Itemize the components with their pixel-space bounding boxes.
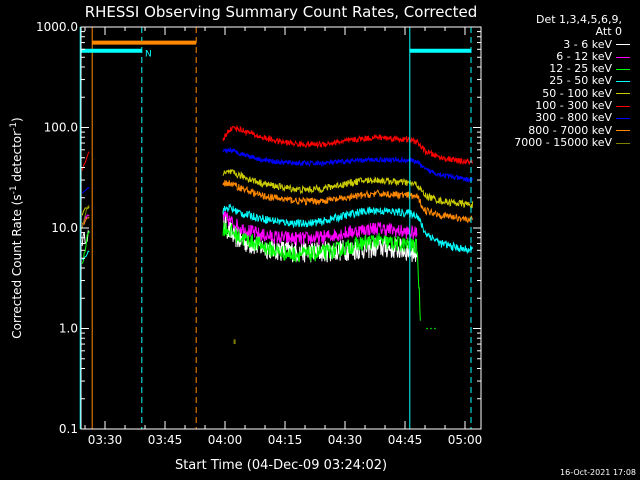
y-tick-label: 0.1 (59, 422, 78, 436)
legend-swatch (616, 93, 630, 95)
legend-entry: 6 - 12 keV (480, 49, 630, 63)
series-100-300kev-line (81, 125, 474, 171)
legend-entry-label: 800 - 7000 keV (528, 123, 612, 137)
legend-entry-label: 6 - 12 keV (556, 49, 612, 63)
series-12-25kev-line (81, 222, 421, 321)
series-300-800kev-line (81, 146, 474, 194)
chart-title: RHESSI Observing Summary Count Rates, Co… (85, 3, 478, 21)
legend-entry: 7000 - 15000 keV (480, 135, 630, 149)
legend-swatch (616, 56, 630, 58)
series-main-segment (222, 146, 474, 184)
series-pre-segment (81, 230, 90, 264)
series-pre-segment (81, 229, 90, 246)
series-7000-15000kev-line (81, 205, 236, 345)
legend-attenuator: Att 0 (595, 25, 622, 39)
legend-entry-label: 50 - 100 keV (542, 86, 612, 100)
legend-entry: 12 - 25 keV (480, 62, 630, 76)
plot-frame (80, 26, 482, 430)
legend-entry-label: 300 - 800 keV (535, 111, 612, 125)
series-main-segment (222, 125, 474, 165)
legend-swatch (616, 68, 630, 70)
legend-entry-label: 12 - 25 keV (549, 62, 612, 76)
legend-entry-label: 100 - 300 keV (535, 99, 612, 113)
legend-swatch (616, 130, 630, 132)
legend-entry: 25 - 50 keV (480, 75, 630, 87)
legend-swatch (616, 105, 630, 107)
series-pre-segment (81, 187, 90, 194)
series-main-segment (222, 179, 474, 224)
x-tick-label: 04:30 (328, 433, 363, 447)
x-tick-label: 05:00 (448, 433, 483, 447)
x-axis-label: Start Time (04-Dec-09 03:24:02) (175, 458, 387, 473)
legend: Det 1,3,4,5,6,9, Att 0 3 - 6 keV 6 - 12 k… (480, 13, 630, 149)
legend-swatch (616, 142, 630, 144)
x-tick-label: 04:00 (208, 433, 243, 447)
legend-swatch (616, 118, 630, 120)
x-tick-label: 03:45 (148, 433, 183, 447)
y-tick-label: 1.0 (59, 322, 78, 336)
series-tail-point (426, 327, 428, 330)
series-50-100kev-line (81, 168, 474, 216)
x-tick-label: 04:45 (388, 433, 423, 447)
legend-detectors: Det 1,3,4,5,6,9, (535, 13, 622, 26)
series-main-segment (222, 168, 474, 209)
legend-entry-label: 3 - 6 keV (563, 37, 612, 51)
series-pre-segment (81, 206, 90, 216)
series-pre-segment (81, 205, 90, 229)
y-tick-label: 1000.0 (36, 20, 78, 34)
legend-entry: 3 - 6 keV (480, 37, 630, 51)
series-pre-segment (81, 151, 90, 171)
legend-entry: 50 - 100 keV (480, 86, 630, 100)
legend-entry: 300 - 800 keV (480, 112, 630, 124)
legend-swatch (616, 81, 630, 83)
generated-timestamp: 16-Oct-2021 17:08 (560, 468, 636, 477)
series-main-segment (222, 203, 474, 255)
y-axis-label: Corrected Count Rate (s-1 detector-1) (9, 117, 24, 338)
legend-entry: 800 - 7000 keV (480, 123, 630, 137)
series-pre-segment (81, 250, 90, 261)
series-25-50kev-line (81, 203, 474, 261)
legend-swatch (616, 44, 630, 46)
series-main-segment (222, 222, 421, 321)
x-tick-label: 03:30 (88, 433, 123, 447)
y-tick-label: 10.0 (51, 221, 78, 235)
legend-entry: 100 - 300 keV (480, 99, 630, 113)
series-main-segment (222, 211, 418, 246)
night-label: N (145, 49, 152, 59)
y-tick-label: 100.0 (44, 121, 78, 135)
x-tick-label: 04:15 (268, 433, 303, 447)
series-tail-point (434, 327, 436, 330)
legend-entry-label: 25 - 50 keV (549, 74, 612, 88)
legend-entry-label: 7000 - 15000 keV (514, 135, 612, 149)
series-tail-point (430, 327, 432, 330)
